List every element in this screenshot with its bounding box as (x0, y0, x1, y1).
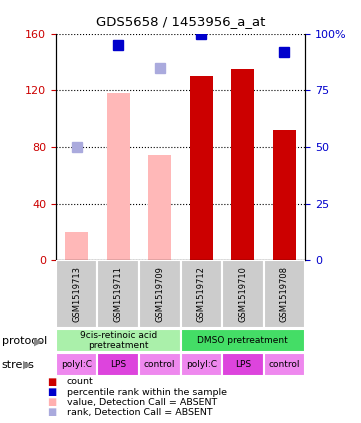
Text: ▶: ▶ (23, 360, 32, 370)
Text: GSM1519713: GSM1519713 (72, 266, 81, 322)
Text: count: count (67, 377, 93, 387)
Bar (180, 353, 222, 376)
Bar (180, 260, 222, 328)
Text: DMSO pretreatment: DMSO pretreatment (197, 336, 288, 345)
Bar (139, 260, 180, 328)
Text: control: control (144, 360, 175, 369)
Text: rank, Detection Call = ABSENT: rank, Detection Call = ABSENT (67, 408, 212, 417)
Bar (273, 130, 296, 260)
Bar (231, 69, 254, 260)
Text: control: control (269, 360, 300, 369)
Text: LPS: LPS (110, 360, 126, 369)
Text: stress: stress (2, 360, 35, 370)
Bar (180, 329, 305, 352)
Text: ■: ■ (47, 397, 56, 407)
Text: percentile rank within the sample: percentile rank within the sample (67, 387, 227, 397)
Bar (264, 260, 305, 328)
Bar (148, 156, 171, 260)
Text: GSM1519709: GSM1519709 (155, 266, 164, 322)
Bar (65, 232, 88, 260)
Bar (222, 353, 264, 376)
Bar (56, 329, 180, 352)
Bar (97, 260, 139, 328)
Bar (107, 93, 130, 260)
Text: polyI:C: polyI:C (186, 360, 217, 369)
Text: protocol: protocol (2, 336, 47, 346)
Text: value, Detection Call = ABSENT: value, Detection Call = ABSENT (67, 398, 217, 407)
Bar (222, 260, 264, 328)
Text: ■: ■ (47, 387, 56, 397)
Bar (56, 353, 97, 376)
Text: ■: ■ (47, 407, 56, 418)
Text: ▶: ▶ (34, 336, 43, 346)
Bar (190, 76, 213, 260)
Text: LPS: LPS (235, 360, 251, 369)
Text: polyI:C: polyI:C (61, 360, 92, 369)
Text: GSM1519710: GSM1519710 (238, 266, 247, 322)
Bar (264, 353, 305, 376)
Text: GDS5658 / 1453956_a_at: GDS5658 / 1453956_a_at (96, 15, 265, 28)
Bar (139, 353, 180, 376)
Text: GSM1519711: GSM1519711 (114, 266, 123, 322)
Text: GSM1519712: GSM1519712 (197, 266, 206, 322)
Text: 9cis-retinoic acid
pretreatment: 9cis-retinoic acid pretreatment (80, 331, 157, 350)
Text: GSM1519708: GSM1519708 (280, 266, 289, 322)
Bar (56, 260, 97, 328)
Bar (97, 353, 139, 376)
Text: ■: ■ (47, 377, 56, 387)
